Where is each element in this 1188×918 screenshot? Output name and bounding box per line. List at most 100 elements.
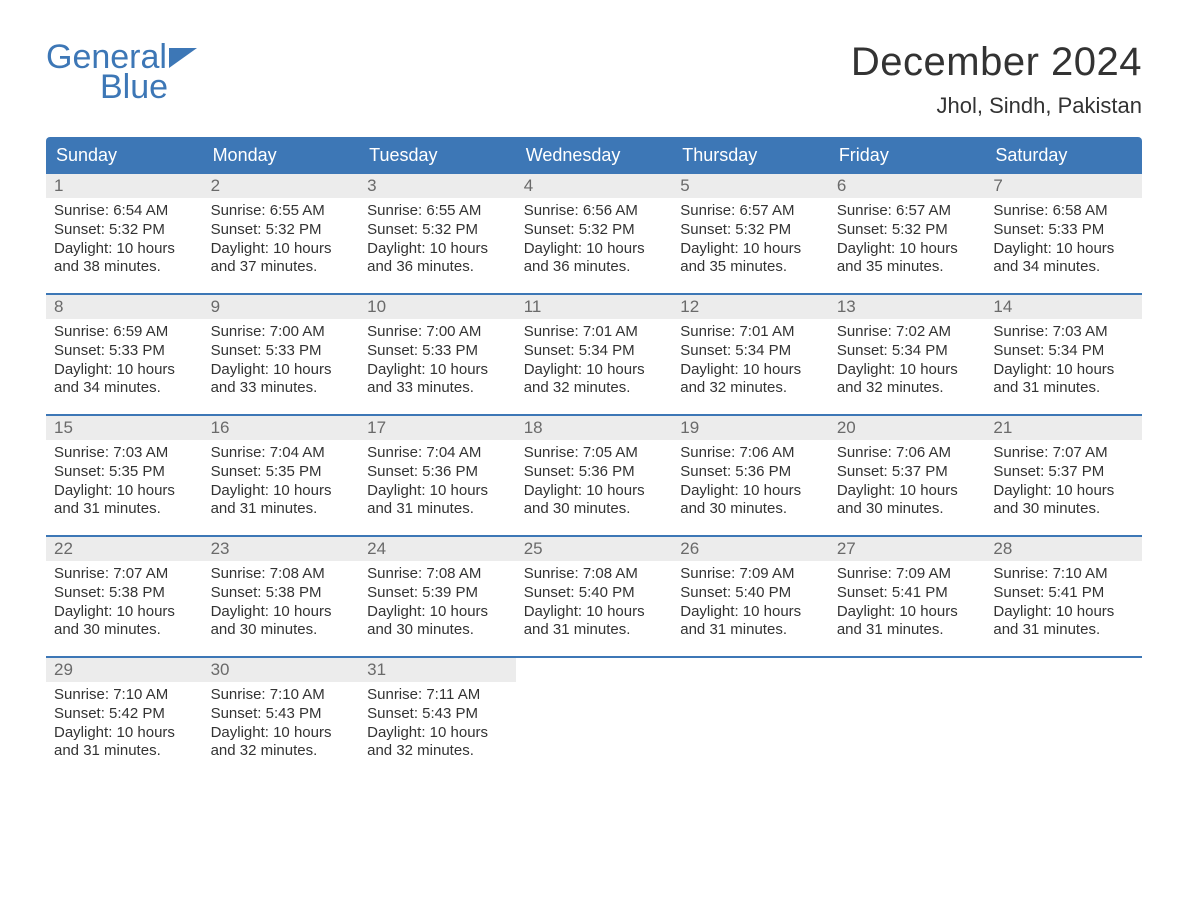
daylight-text-2: and 31 minutes. [993, 621, 1134, 640]
day-cell: 15Sunrise: 7:03 AMSunset: 5:35 PMDayligh… [46, 414, 203, 535]
week-row: 8Sunrise: 6:59 AMSunset: 5:33 PMDaylight… [46, 293, 1142, 414]
sunset-text: Sunset: 5:32 PM [367, 221, 508, 240]
day-cell: 24Sunrise: 7:08 AMSunset: 5:39 PMDayligh… [359, 535, 516, 656]
day-details: Sunrise: 6:55 AMSunset: 5:32 PMDaylight:… [359, 198, 516, 293]
daylight-text-1: Daylight: 10 hours [524, 240, 665, 259]
sunset-text: Sunset: 5:43 PM [211, 705, 352, 724]
sunrise-text: Sunrise: 7:10 AM [993, 565, 1134, 584]
daylight-text-1: Daylight: 10 hours [837, 482, 978, 501]
sunrise-text: Sunrise: 6:55 AM [211, 202, 352, 221]
daylight-text-2: and 30 minutes. [993, 500, 1134, 519]
day-cell: 20 Sunrise: 7:06 AMSunset: 5:37 PMDayligh… [829, 414, 986, 535]
day-cell: 16Sunrise: 7:04 AMSunset: 5:35 PMDayligh… [203, 414, 360, 535]
daylight-text-1: Daylight: 10 hours [680, 603, 821, 622]
day-cell: 18Sunrise: 7:05 AMSunset: 5:36 PMDayligh… [516, 414, 673, 535]
day-number: 2 [203, 174, 360, 198]
day-number: 21 [985, 416, 1142, 440]
daylight-text-2: and 37 minutes. [211, 258, 352, 277]
daylight-text-1: Daylight: 10 hours [524, 603, 665, 622]
day-number: 24 [359, 537, 516, 561]
sunset-text: Sunset: 5:37 PM [837, 463, 978, 482]
weekday-header: Thursday [672, 137, 829, 174]
daylight-text-2: and 30 minutes. [54, 621, 195, 640]
day-number: 30 [203, 658, 360, 682]
daylight-text-1: Daylight: 10 hours [837, 240, 978, 259]
daylight-text-2: and 33 minutes. [211, 379, 352, 398]
day-cell: 4Sunrise: 6:56 AMSunset: 5:32 PMDaylight… [516, 174, 673, 293]
location-label: Jhol, Sindh, Pakistan [851, 93, 1142, 119]
day-number: 14 [985, 295, 1142, 319]
sunset-text: Sunset: 5:32 PM [837, 221, 978, 240]
day-cell: 5Sunrise: 6:57 AMSunset: 5:32 PMDaylight… [672, 174, 829, 293]
day-details: Sunrise: 7:03 AMSunset: 5:34 PMDaylight:… [985, 319, 1142, 414]
daylight-text-2: and 38 minutes. [54, 258, 195, 277]
daylight-text-1: Daylight: 10 hours [680, 361, 821, 380]
day-number: 23 [203, 537, 360, 561]
day-cell: 3Sunrise: 6:55 AMSunset: 5:32 PMDaylight… [359, 174, 516, 293]
sunrise-text: Sunrise: 6:59 AM [54, 323, 195, 342]
sunrise-text: Sunrise: 6:58 AM [993, 202, 1134, 221]
day-number: 20 [829, 416, 986, 440]
day-details: Sunrise: 7:01 AMSunset: 5:34 PMDaylight:… [672, 319, 829, 414]
day-details: Sunrise: 7:09 AMSunset: 5:41 PMDaylight:… [829, 561, 986, 656]
sunrise-text: Sunrise: 7:00 AM [211, 323, 352, 342]
day-details: Sunrise: 7:08 AMSunset: 5:39 PMDaylight:… [359, 561, 516, 656]
weekday-header: Tuesday [359, 137, 516, 174]
daylight-text-1: Daylight: 10 hours [993, 361, 1134, 380]
day-number: 9 [203, 295, 360, 319]
daylight-text-2: and 32 minutes. [524, 379, 665, 398]
day-number: 5 [672, 174, 829, 198]
day-cell: 10Sunrise: 7:00 AMSunset: 5:33 PMDayligh… [359, 293, 516, 414]
sunrise-text: Sunrise: 7:04 AM [211, 444, 352, 463]
sunrise-text: Sunrise: 7:03 AM [54, 444, 195, 463]
sunrise-text: Sunrise: 7:06 AM [837, 444, 978, 463]
daylight-text-1: Daylight: 10 hours [54, 724, 195, 743]
day-details: Sunrise: 7:10 AMSunset: 5:42 PMDaylight:… [46, 682, 203, 777]
weekday-header: Wednesday [516, 137, 673, 174]
daylight-text-1: Daylight: 10 hours [367, 603, 508, 622]
day-cell [985, 656, 1142, 777]
day-cell [829, 656, 986, 777]
sunrise-text: Sunrise: 7:07 AM [993, 444, 1134, 463]
day-number: 18 [516, 416, 673, 440]
sunrise-text: Sunrise: 7:05 AM [524, 444, 665, 463]
daylight-text-2: and 31 minutes. [993, 379, 1134, 398]
day-cell: 30Sunrise: 7:10 AMSunset: 5:43 PMDayligh… [203, 656, 360, 777]
day-cell: 8Sunrise: 6:59 AMSunset: 5:33 PMDaylight… [46, 293, 203, 414]
day-cell: 31Sunrise: 7:11 AMSunset: 5:43 PMDayligh… [359, 656, 516, 777]
daylight-text-1: Daylight: 10 hours [680, 240, 821, 259]
sunrise-text: Sunrise: 7:00 AM [367, 323, 508, 342]
daylight-text-2: and 35 minutes. [680, 258, 821, 277]
daylight-text-2: and 30 minutes. [367, 621, 508, 640]
daylight-text-1: Daylight: 10 hours [993, 240, 1134, 259]
daylight-text-1: Daylight: 10 hours [211, 603, 352, 622]
day-details: Sunrise: 7:00 AMSunset: 5:33 PMDaylight:… [359, 319, 516, 414]
day-number: 17 [359, 416, 516, 440]
sunset-text: Sunset: 5:41 PM [837, 584, 978, 603]
day-number: 8 [46, 295, 203, 319]
sunrise-text: Sunrise: 6:57 AM [680, 202, 821, 221]
daylight-text-2: and 34 minutes. [54, 379, 195, 398]
day-number: 6 [829, 174, 986, 198]
day-details: Sunrise: 7:04 AMSunset: 5:36 PMDaylight:… [359, 440, 516, 535]
sunset-text: Sunset: 5:32 PM [54, 221, 195, 240]
month-title: December 2024 [851, 40, 1142, 85]
sunrise-text: Sunrise: 7:01 AM [524, 323, 665, 342]
day-details: Sunrise: 7:10 AMSunset: 5:43 PMDaylight:… [203, 682, 360, 777]
daylight-text-2: and 36 minutes. [367, 258, 508, 277]
day-number: 31 [359, 658, 516, 682]
day-details: Sunrise: 7:03 AMSunset: 5:35 PMDaylight:… [46, 440, 203, 535]
sunset-text: Sunset: 5:40 PM [680, 584, 821, 603]
sunrise-text: Sunrise: 7:04 AM [367, 444, 508, 463]
daylight-text-1: Daylight: 10 hours [993, 482, 1134, 501]
day-number: 16 [203, 416, 360, 440]
day-details: Sunrise: 6:59 AMSunset: 5:33 PMDaylight:… [46, 319, 203, 414]
day-number: 29 [46, 658, 203, 682]
day-number: 19 [672, 416, 829, 440]
sunset-text: Sunset: 5:33 PM [993, 221, 1134, 240]
day-cell: 25Sunrise: 7:08 AMSunset: 5:40 PMDayligh… [516, 535, 673, 656]
daylight-text-2: and 31 minutes. [367, 500, 508, 519]
day-details: Sunrise: 6:58 AMSunset: 5:33 PMDaylight:… [985, 198, 1142, 293]
daylight-text-2: and 31 minutes. [211, 500, 352, 519]
sunset-text: Sunset: 5:34 PM [993, 342, 1134, 361]
